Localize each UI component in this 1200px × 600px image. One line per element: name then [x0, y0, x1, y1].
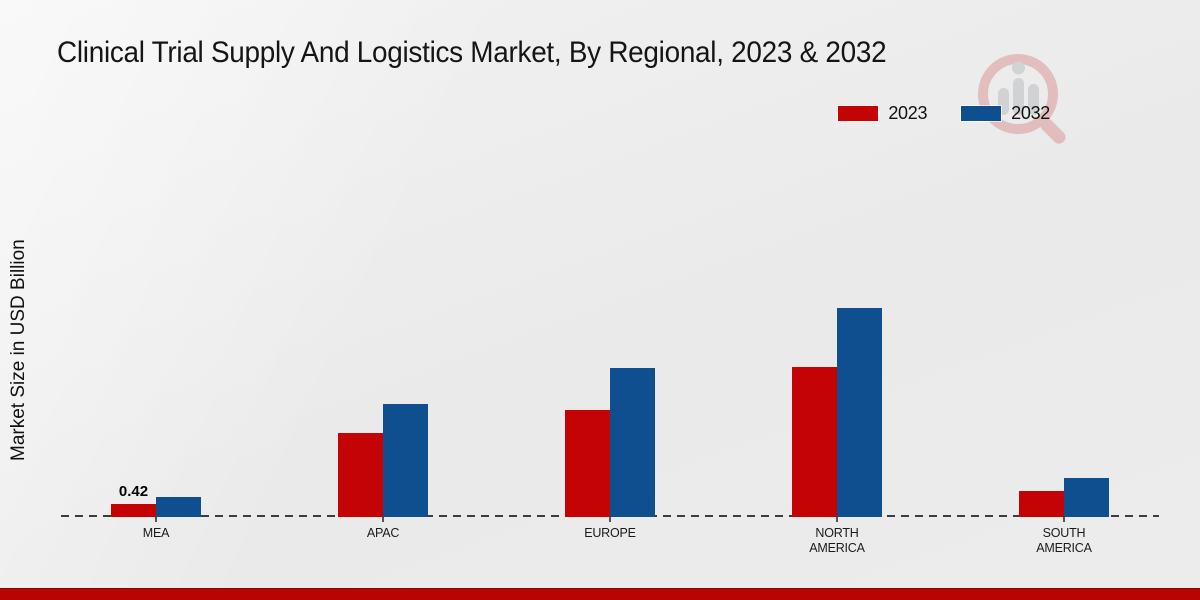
x-axis-tick — [609, 517, 611, 522]
legend-swatch-2032 — [961, 106, 1002, 121]
category-label-apac: APAC — [366, 526, 400, 540]
bar-2032-north-america — [837, 308, 882, 517]
legend-label: 2023 — [888, 103, 928, 123]
x-axis-tick — [836, 517, 838, 522]
x-axis-tick — [155, 517, 157, 522]
bar-2032-apac — [383, 404, 428, 517]
bar-2032-south-america — [1064, 478, 1109, 517]
category-label-south-america: SOUTH AMERICA — [1036, 526, 1092, 555]
bar-2023-europe — [565, 410, 610, 517]
bar-2032-mea — [156, 497, 201, 517]
x-axis-tick — [1063, 517, 1065, 522]
bar-2023-south-america — [1019, 491, 1064, 517]
legend-item-2023: 2023 — [838, 103, 927, 124]
legend-item-2032: 2032 — [961, 103, 1050, 124]
category-label-north-america: NORTH AMERICA — [809, 526, 865, 555]
market-research-future-logo-icon — [968, 48, 1080, 157]
legend: 2023 2032 — [838, 103, 1050, 124]
category-label-mea: MEA — [142, 526, 170, 540]
bar-2023-apac — [338, 433, 383, 517]
data-label-2023-mea: 0.42 — [118, 483, 149, 500]
chart-title: Clinical Trial Supply And Logistics Mark… — [57, 36, 887, 69]
category-label-europe: EUROPE — [584, 526, 636, 540]
legend-swatch-2023 — [838, 106, 879, 121]
bar-2023-north-america — [792, 367, 837, 517]
footer-red-bar — [0, 588, 1200, 600]
bar-2023-mea — [111, 504, 156, 517]
bar-2032-europe — [610, 368, 655, 517]
legend-label: 2032 — [1011, 103, 1050, 123]
x-axis-tick — [382, 517, 384, 522]
